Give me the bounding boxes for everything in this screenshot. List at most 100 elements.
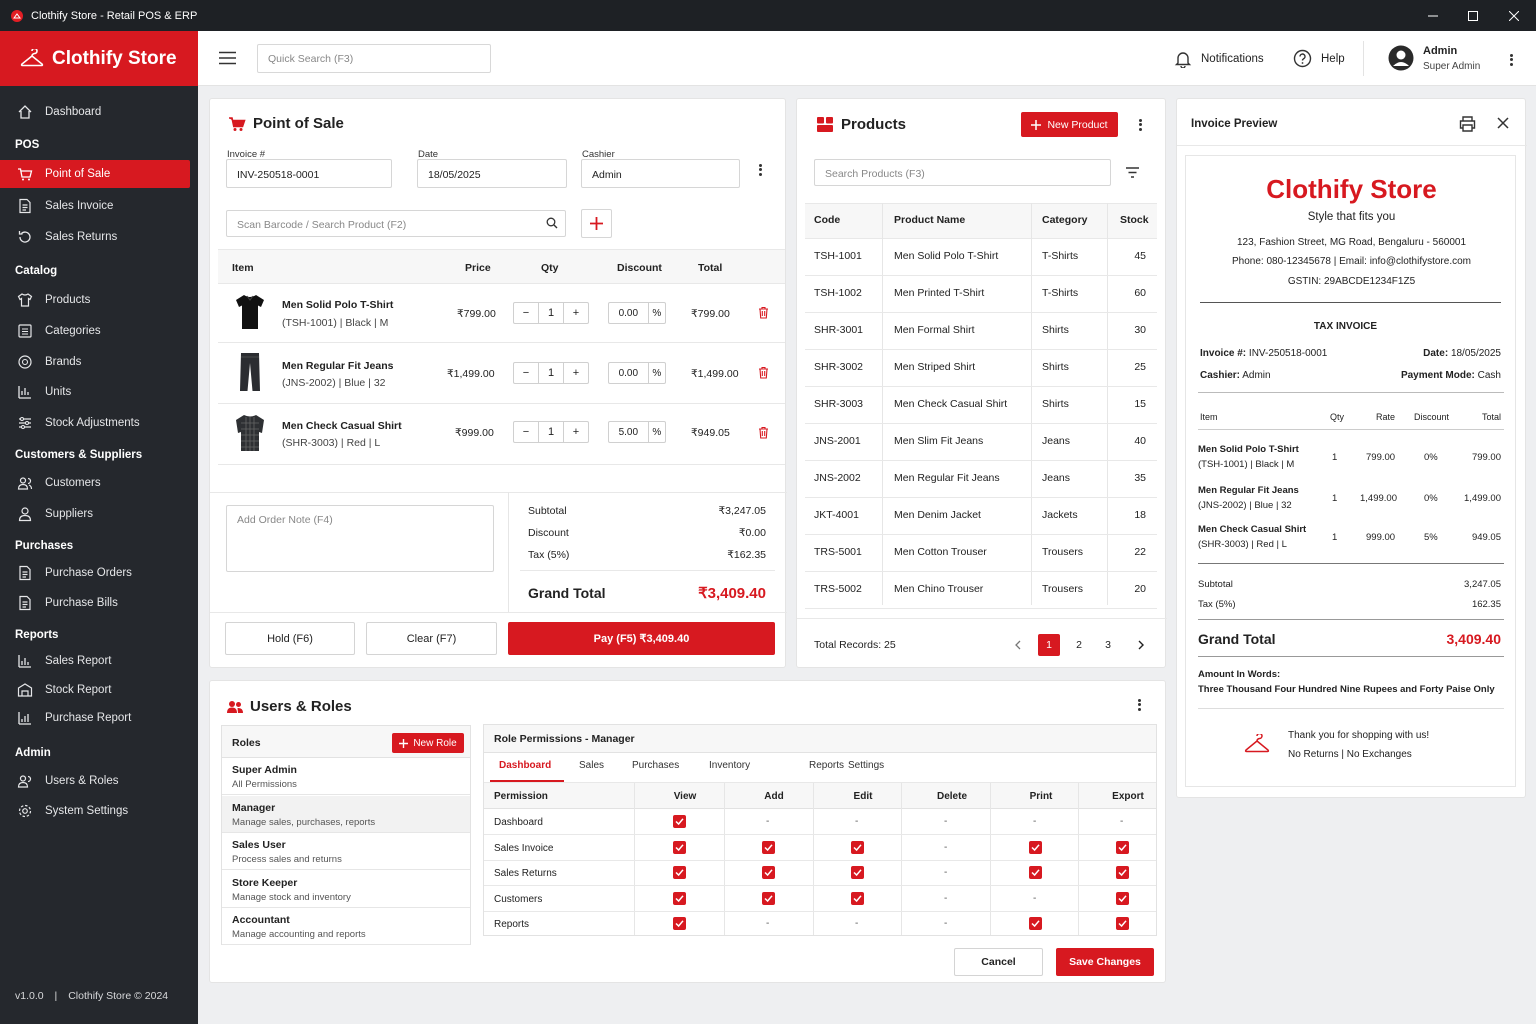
role-item[interactable]: Manager Manage sales, purchases, reports bbox=[222, 795, 470, 833]
sidebar-item-sales-invoice[interactable]: Sales Invoice bbox=[0, 192, 190, 220]
invoice-number-field[interactable]: INV-250518-0001 bbox=[226, 159, 392, 188]
tab-dashboard[interactable]: Dashboard bbox=[499, 760, 552, 771]
sidebar-item-purchase-orders[interactable]: Purchase Orders bbox=[0, 559, 190, 587]
hold-button[interactable]: Hold (F6) bbox=[225, 622, 355, 655]
permission-checkbox[interactable] bbox=[851, 866, 864, 879]
products-more-icon[interactable] bbox=[1139, 117, 1143, 132]
sidebar-item-sales-returns[interactable]: Sales Returns bbox=[0, 223, 190, 251]
filter-icon[interactable] bbox=[1126, 167, 1139, 178]
close-preview-icon[interactable] bbox=[1497, 117, 1509, 129]
search-icon[interactable] bbox=[546, 217, 558, 229]
sidebar-item-units[interactable]: Units bbox=[0, 378, 190, 406]
permission-checkbox[interactable] bbox=[673, 891, 686, 905]
pay-button[interactable]: Pay (F5) ₹3,409.40 bbox=[508, 622, 775, 655]
discount-value[interactable]: 5.00 bbox=[618, 426, 639, 438]
users-more-icon[interactable] bbox=[1138, 697, 1142, 712]
quantity-stepper[interactable]: − 1 + bbox=[513, 421, 589, 443]
sidebar-item-purchase-report[interactable]: Purchase Report bbox=[0, 704, 190, 732]
sidebar-item-stock-report[interactable]: Stock Report bbox=[0, 676, 190, 704]
permission-checkbox[interactable] bbox=[1029, 866, 1042, 879]
user-menu-icon[interactable] bbox=[1510, 52, 1514, 67]
permission-checkbox[interactable] bbox=[762, 891, 775, 905]
sidebar-item-brands[interactable]: Brands bbox=[0, 348, 190, 376]
qty-increase-button[interactable]: + bbox=[572, 367, 580, 379]
qty-increase-button[interactable]: + bbox=[572, 426, 580, 438]
permission-checkbox[interactable] bbox=[1029, 840, 1042, 854]
qty-value[interactable]: 1 bbox=[538, 363, 564, 383]
discount-value[interactable]: 0.00 bbox=[618, 307, 639, 319]
close-window-button[interactable] bbox=[1491, 0, 1536, 31]
permission-checkbox[interactable] bbox=[762, 840, 775, 854]
order-note-input[interactable]: Add Order Note (F4) bbox=[226, 505, 494, 572]
permission-checkbox[interactable] bbox=[1116, 866, 1129, 879]
sidebar-item-purchase-bills[interactable]: Purchase Bills bbox=[0, 589, 190, 617]
permission-checkbox[interactable] bbox=[851, 840, 864, 854]
delete-item-icon[interactable] bbox=[758, 366, 769, 379]
new-product-button[interactable]: New Product bbox=[1021, 112, 1118, 137]
role-item[interactable]: Store Keeper Manage stock and inventory bbox=[222, 871, 470, 908]
avatar[interactable] bbox=[1388, 45, 1414, 71]
permission-checkbox[interactable] bbox=[1029, 917, 1042, 930]
delete-item-icon[interactable] bbox=[758, 426, 769, 439]
clear-button[interactable]: Clear (F7) bbox=[366, 622, 497, 655]
tab-sales[interactable]: Sales bbox=[579, 760, 605, 771]
cashier-field[interactable]: Admin bbox=[581, 159, 740, 188]
next-page-button[interactable] bbox=[1130, 634, 1152, 656]
discount-input[interactable]: 5.00 % bbox=[608, 421, 666, 443]
permission-checkbox[interactable] bbox=[1116, 840, 1129, 854]
save-changes-button[interactable]: Save Changes bbox=[1056, 948, 1154, 976]
qty-decrease-button[interactable]: − bbox=[522, 307, 530, 319]
role-item[interactable]: Super Admin All Permissions bbox=[222, 758, 470, 795]
sidebar-item-sales-report[interactable]: Sales Report bbox=[0, 647, 190, 675]
permission-checkbox[interactable] bbox=[673, 815, 686, 828]
page-3-button[interactable]: 3 bbox=[1105, 639, 1111, 651]
discount-input[interactable]: 0.00 % bbox=[608, 302, 666, 324]
sidebar-item-stock-adjustments[interactable]: Stock Adjustments bbox=[0, 409, 190, 437]
menu-toggle-icon[interactable] bbox=[219, 51, 236, 65]
permission-checkbox[interactable] bbox=[851, 891, 864, 905]
maximize-button[interactable] bbox=[1450, 0, 1495, 31]
permission-checkbox[interactable] bbox=[673, 840, 686, 854]
sidebar-item-products[interactable]: Products bbox=[0, 286, 190, 314]
qty-value[interactable]: 1 bbox=[538, 303, 564, 323]
pos-more-icon[interactable] bbox=[759, 162, 763, 177]
tab-settings[interactable]: Settings bbox=[848, 760, 885, 771]
quantity-stepper[interactable]: − 1 + bbox=[513, 362, 589, 384]
prev-page-button[interactable] bbox=[1007, 634, 1029, 656]
tab-inventory[interactable]: Inventory bbox=[709, 760, 751, 771]
qty-value[interactable]: 1 bbox=[538, 422, 564, 442]
discount-value[interactable]: 0.00 bbox=[618, 367, 639, 379]
page-2-button[interactable]: 2 bbox=[1076, 639, 1082, 651]
tab-reports[interactable]: Reports bbox=[809, 760, 845, 771]
sidebar-item-dashboard[interactable]: Dashboard bbox=[0, 98, 190, 126]
delete-item-icon[interactable] bbox=[758, 306, 769, 319]
permission-checkbox[interactable] bbox=[673, 866, 686, 879]
product-search-input[interactable]: Search Products (F3) bbox=[814, 159, 1111, 186]
permission-checkbox[interactable] bbox=[673, 917, 686, 930]
permission-checkbox[interactable] bbox=[762, 866, 775, 879]
notifications-button[interactable]: Notifications bbox=[1174, 31, 1264, 86]
barcode-search-input[interactable]: Scan Barcode / Search Product (F2) bbox=[226, 210, 566, 237]
new-role-button[interactable]: New Role bbox=[392, 733, 464, 753]
page-1-button[interactable]: 1 bbox=[1038, 634, 1060, 656]
role-item[interactable]: Sales User Process sales and returns bbox=[222, 833, 470, 870]
tab-purchases[interactable]: Purchases bbox=[632, 760, 680, 771]
brand-header[interactable]: Clothify Store bbox=[0, 31, 198, 86]
discount-input[interactable]: 0.00 % bbox=[608, 362, 666, 384]
quantity-stepper[interactable]: − 1 + bbox=[513, 302, 589, 324]
qty-increase-button[interactable]: + bbox=[572, 307, 580, 319]
minimize-button[interactable] bbox=[1410, 0, 1455, 31]
sidebar-item-users-roles[interactable]: Users & Roles bbox=[0, 767, 190, 795]
role-item[interactable]: Accountant Manage accounting and reports bbox=[222, 908, 470, 945]
qty-decrease-button[interactable]: − bbox=[522, 367, 530, 379]
sidebar-item-categories[interactable]: Categories bbox=[0, 317, 190, 345]
sidebar-item-point-of-sale[interactable]: Point of Sale bbox=[0, 160, 190, 188]
help-button[interactable]: Help bbox=[1293, 31, 1345, 86]
sidebar-item-system-settings[interactable]: System Settings bbox=[0, 797, 190, 825]
sidebar-item-customers[interactable]: Customers bbox=[0, 469, 190, 497]
cancel-button[interactable]: Cancel bbox=[954, 948, 1043, 976]
sidebar-item-suppliers[interactable]: Suppliers bbox=[0, 500, 190, 528]
qty-decrease-button[interactable]: − bbox=[522, 426, 530, 438]
date-field[interactable]: 18/05/2025 bbox=[417, 159, 567, 188]
permission-checkbox[interactable] bbox=[1116, 917, 1129, 930]
